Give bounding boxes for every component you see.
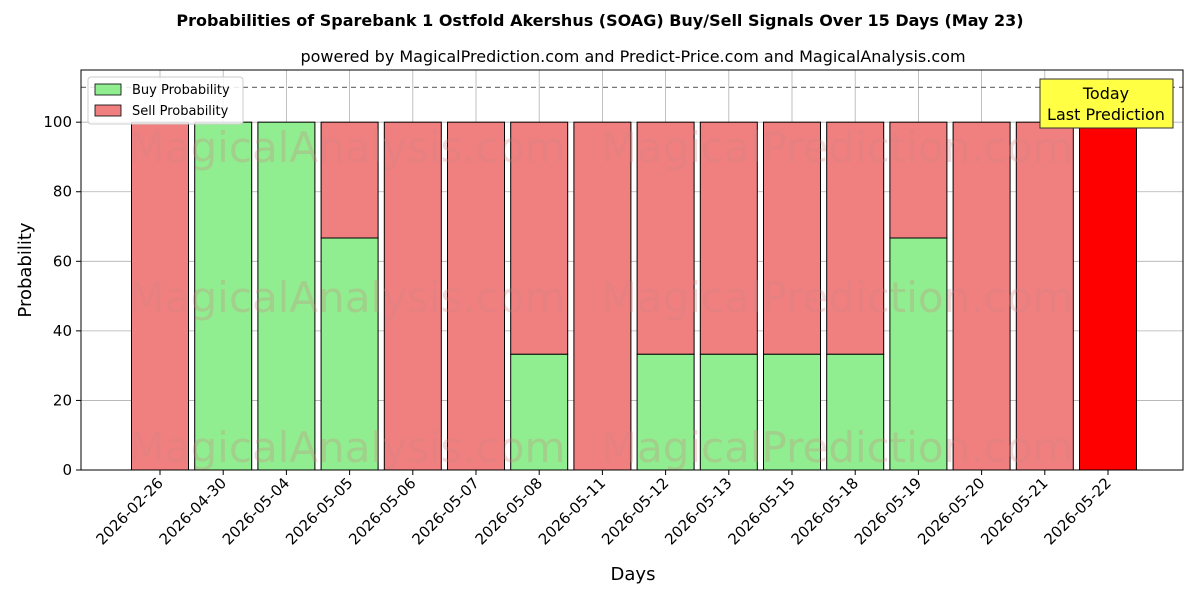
x-tick-label: 2026-05-06 [345,474,419,548]
x-tick-label: 2026-05-05 [282,474,356,548]
plot-frame [80,69,1184,471]
bar-sell [826,121,885,355]
bar-buy [257,121,316,471]
x-tick-label: 2026-05-08 [472,474,546,548]
y-axis: 0 20 40 60 80 100 [43,113,81,479]
bar-sell [447,121,505,471]
y-tick-label: 20 [53,391,72,409]
bar-sell [320,121,379,239]
annotation-box [1039,78,1174,129]
bar-buy [763,353,821,471]
y-tick-label: 80 [53,183,72,201]
legend-swatch-buy [94,83,122,96]
bar-buy [889,237,948,471]
x-tick-label: 2026-05-20 [914,474,988,548]
legend-box [87,76,244,125]
bar-sell-highlight [1079,121,1137,471]
legend-swatch-sell [94,104,122,117]
x-tick-label: 2026-05-11 [535,474,609,548]
bar-buy [636,353,695,471]
x-tick-label: 2026-05-18 [788,474,862,548]
legend: Buy Probability Sell Probability [87,76,244,125]
watermark: MagicalAnalysis.com [129,273,566,322]
x-tick-label: 2026-05-22 [1040,474,1114,548]
bar-sell [763,121,821,355]
bar-sell [889,121,948,239]
watermarks: MagicalAnalysis.com MagicalPrediction.com… [129,123,1074,472]
watermark: MagicalAnalysis.com [129,423,566,472]
x-tick-label: 2026-05-13 [661,474,735,548]
x-tick-label: 2026-05-19 [851,474,925,548]
watermark: MagicalAnalysis.com [129,123,566,172]
x-tick-label: 2026-02-26 [92,474,166,548]
bars [131,121,1137,471]
legend-label-buy: Buy Probability [132,83,230,98]
annotation-line-1: Today [1082,84,1129,103]
x-tick-label: 2026-05-04 [219,474,293,548]
watermark: MagicalPrediction.com [601,273,1074,322]
y-tick-label: 60 [53,252,72,270]
bar-buy [826,353,885,471]
legend-label-sell: Sell Probability [132,104,229,119]
bar-buy [699,353,758,471]
bar-sell [383,121,442,471]
bar-sell [1015,121,1074,471]
y-axis-label: Probability [15,222,36,317]
y-tick-label: 0 [62,461,72,479]
bar-sell [636,121,695,355]
watermark: MagicalPrediction.com [601,423,1074,472]
x-tick-label: 2026-05-12 [598,474,672,548]
bar-sell [952,121,1011,471]
x-axis: 2026-02-262026-04-302026-05-042026-05-05… [92,470,1115,548]
chart-title: Probabilities of Sparebank 1 Ostfold Ake… [176,11,1023,30]
bar-sell [510,121,569,355]
bar-sell [573,121,632,471]
y-tick-label: 40 [53,322,72,340]
watermark: MagicalPrediction.com [601,123,1074,172]
x-tick-label: 2026-04-30 [156,474,230,548]
y-tick-label: 100 [43,113,72,131]
x-tick-label: 2026-05-21 [977,474,1051,548]
x-axis-label: Days [611,564,656,585]
today-annotation: Today Last Prediction [1039,78,1174,129]
x-tick-label: 2026-05-15 [724,474,798,548]
bar-sell [699,121,758,355]
x-tick-label: 2026-05-07 [408,474,482,548]
chart-subtitle: powered by MagicalPrediction.com and Pre… [300,47,965,66]
annotation-line-2: Last Prediction [1047,105,1165,124]
